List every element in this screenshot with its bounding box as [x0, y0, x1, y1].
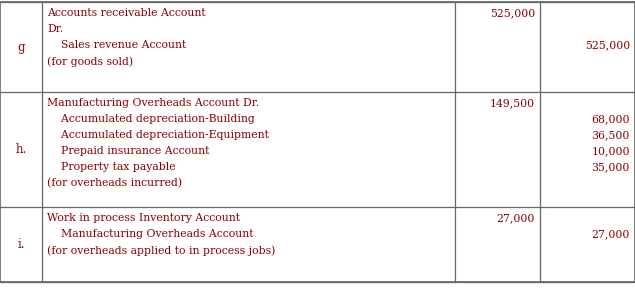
- Text: i.: i.: [17, 238, 25, 251]
- Text: Prepaid insurance Account: Prepaid insurance Account: [47, 146, 210, 156]
- Text: Work in process Inventory Account: Work in process Inventory Account: [47, 213, 240, 223]
- Text: Accumulated depreciation-Building: Accumulated depreciation-Building: [47, 114, 255, 124]
- Text: (for overheads incurred): (for overheads incurred): [47, 178, 182, 188]
- Text: 68,000: 68,000: [591, 114, 630, 124]
- Text: 36,500: 36,500: [592, 130, 630, 140]
- Text: Accumulated depreciation-Equipment: Accumulated depreciation-Equipment: [47, 130, 269, 140]
- Text: 525,000: 525,000: [585, 40, 630, 50]
- Text: Property tax payable: Property tax payable: [47, 162, 176, 172]
- Text: Sales revenue Account: Sales revenue Account: [47, 40, 186, 50]
- Text: 27,000: 27,000: [592, 229, 630, 239]
- Text: Accounts receivable Account: Accounts receivable Account: [47, 8, 206, 18]
- Text: (for overheads applied to in process jobs): (for overheads applied to in process job…: [47, 245, 276, 255]
- Text: (for goods sold): (for goods sold): [47, 56, 133, 67]
- Text: Dr.: Dr.: [47, 24, 63, 34]
- Text: 35,000: 35,000: [592, 162, 630, 172]
- Text: 27,000: 27,000: [497, 213, 535, 223]
- Text: Manufacturing Overheads Account: Manufacturing Overheads Account: [47, 229, 253, 239]
- Text: h.: h.: [15, 143, 27, 156]
- Text: Manufacturing Overheads Account Dr.: Manufacturing Overheads Account Dr.: [47, 98, 259, 108]
- Text: 525,000: 525,000: [490, 8, 535, 18]
- Text: 10,000: 10,000: [591, 146, 630, 156]
- Text: g: g: [17, 41, 25, 53]
- Text: 149,500: 149,500: [490, 98, 535, 108]
